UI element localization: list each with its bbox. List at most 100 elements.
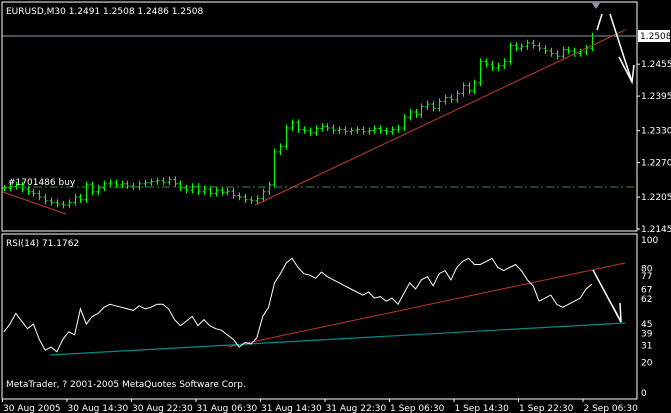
rsi-header: RSI(14) 71.1762 [6, 239, 79, 249]
price-bar [125, 180, 130, 190]
scroll-marker-icon[interactable] [592, 3, 600, 9]
price-bar [131, 182, 136, 191]
price-bar [314, 125, 319, 136]
price-bar [202, 185, 207, 195]
trendline-down[interactable] [2, 191, 67, 215]
price-bar [584, 45, 589, 56]
price-bar [472, 79, 477, 94]
price-bar [243, 193, 248, 203]
price-bar [149, 178, 154, 186]
price-bar [249, 196, 254, 205]
price-bar [37, 190, 42, 201]
price-bar [437, 98, 442, 112]
price-bar [514, 42, 519, 52]
time-tick-label: 1 Sep 06:30 [390, 404, 445, 413]
price-bar [402, 114, 407, 132]
price-bar [431, 100, 436, 112]
price-bar [396, 124, 401, 133]
price-bar [155, 177, 160, 185]
time-tick-label: 31 Aug 06:30 [197, 404, 258, 413]
price-bar [90, 181, 95, 195]
price-bar [425, 100, 430, 110]
price-bar [555, 50, 560, 60]
price-bar [26, 185, 31, 195]
rsi-tick-label: 45 [641, 320, 652, 330]
rsi-tick-label: 77 [641, 272, 652, 282]
price-bar [578, 48, 583, 57]
price-bar [531, 39, 536, 49]
rsi-tick-label: 80 [641, 265, 653, 275]
arrow-down-shaft [609, 13, 633, 83]
price-bar [278, 143, 283, 156]
rsi-support-line[interactable] [49, 322, 626, 356]
chart-header: EURUSD,M30 1.2491 1.2508 1.2486 1.2508 [6, 7, 204, 17]
price-bar [73, 193, 78, 206]
price-bar [255, 195, 260, 205]
price-bar [490, 60, 495, 72]
time-axis: 30 Aug 2005 30 Aug 14:30 30 Aug 22:30 31 Au… [2, 399, 638, 413]
price-bar [543, 45, 548, 55]
rsi-tick-label: 0 [641, 389, 647, 399]
time-tick-label: 1 Sep 22:30 [519, 404, 574, 413]
price-bar [390, 126, 395, 135]
time-tick-label: 30 Aug 22:30 [132, 404, 193, 413]
copyright-text: MetaTrader, ? 2001-2005 MetaQuotes Softw… [6, 380, 246, 390]
price-bar [419, 103, 424, 118]
price-bar [461, 82, 466, 97]
price-bar [167, 176, 172, 186]
price-bar [8, 183, 13, 192]
price-bar [231, 188, 236, 199]
trendline-up[interactable] [254, 29, 626, 206]
price-bar [290, 119, 295, 132]
price-bar [449, 94, 454, 103]
arrow-down-head [618, 56, 635, 85]
rsi-tick-label: 20 [641, 358, 653, 368]
time-tick-label: 30 Aug 2005 [3, 404, 61, 413]
time-tick-label: 30 Aug 14:30 [68, 404, 129, 413]
price-bar [261, 188, 266, 202]
price-bar [361, 126, 366, 135]
rsi-tick-label: 100 [641, 236, 658, 246]
price-bar [237, 192, 242, 201]
price-bar [43, 193, 48, 205]
price-bar [367, 127, 372, 135]
price-bar [2, 184, 7, 192]
order-label: #1701486 buy [8, 178, 76, 188]
price-bar [537, 42, 542, 52]
price-bar [349, 127, 354, 135]
rsi-panel-frame [1, 233, 638, 400]
price-bar [343, 126, 348, 135]
price-bar [337, 126, 342, 134]
price-tick-label: 1.2455 [641, 60, 671, 70]
price-bar [496, 62, 501, 72]
price-bar [137, 180, 142, 191]
price-tick-label: 1.2145 [641, 225, 671, 235]
price-bar [214, 186, 219, 197]
rsi-trendline-up[interactable] [227, 262, 626, 348]
price-bar [331, 124, 336, 134]
price-bar [325, 123, 330, 132]
price-bar [120, 180, 125, 189]
price-bar [208, 185, 213, 197]
price-bar [320, 123, 325, 132]
price-bar [267, 181, 272, 195]
price-bar [467, 82, 472, 94]
price-bar [302, 126, 307, 134]
price-bar [284, 124, 289, 150]
price-bar [566, 46, 571, 55]
price-bar [572, 47, 577, 57]
price-bar [31, 188, 36, 197]
price-bar [225, 188, 230, 196]
price-bar [308, 127, 313, 136]
price-bar [296, 119, 301, 133]
rsi-tick-label: 67 [641, 285, 652, 295]
price-bar [549, 47, 554, 57]
price-bars [2, 32, 595, 209]
price-tick-label: 1.2270 [641, 159, 671, 169]
current-price-label: 1.2508 [640, 32, 671, 42]
rsi-arrow-head [611, 302, 622, 323]
price-bar [414, 108, 419, 118]
